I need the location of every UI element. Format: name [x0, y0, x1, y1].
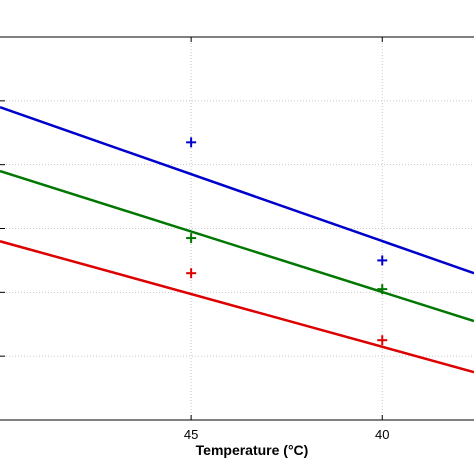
- series-markers: [186, 137, 388, 346]
- series-line-1: [0, 106, 474, 275]
- x-axis-label: Temperature (°C): [196, 442, 309, 458]
- series-3-plus-marker: [377, 335, 388, 346]
- series-line-3: [0, 240, 474, 374]
- series-1-plus-marker: [377, 255, 388, 266]
- series-3-plus-marker: [186, 268, 197, 279]
- series-line-2: [0, 169, 474, 323]
- series-2-plus-marker: [377, 284, 388, 295]
- x-axis-ticks: 45 40: [0, 37, 389, 442]
- x-axis-tick-label: 40: [375, 427, 389, 442]
- grid-lines: [0, 37, 474, 420]
- x-axis-tick-label: 45: [184, 427, 198, 442]
- series-lines: [0, 106, 474, 374]
- series-1-plus-marker: [186, 137, 197, 148]
- series-2-plus-marker: [186, 233, 197, 244]
